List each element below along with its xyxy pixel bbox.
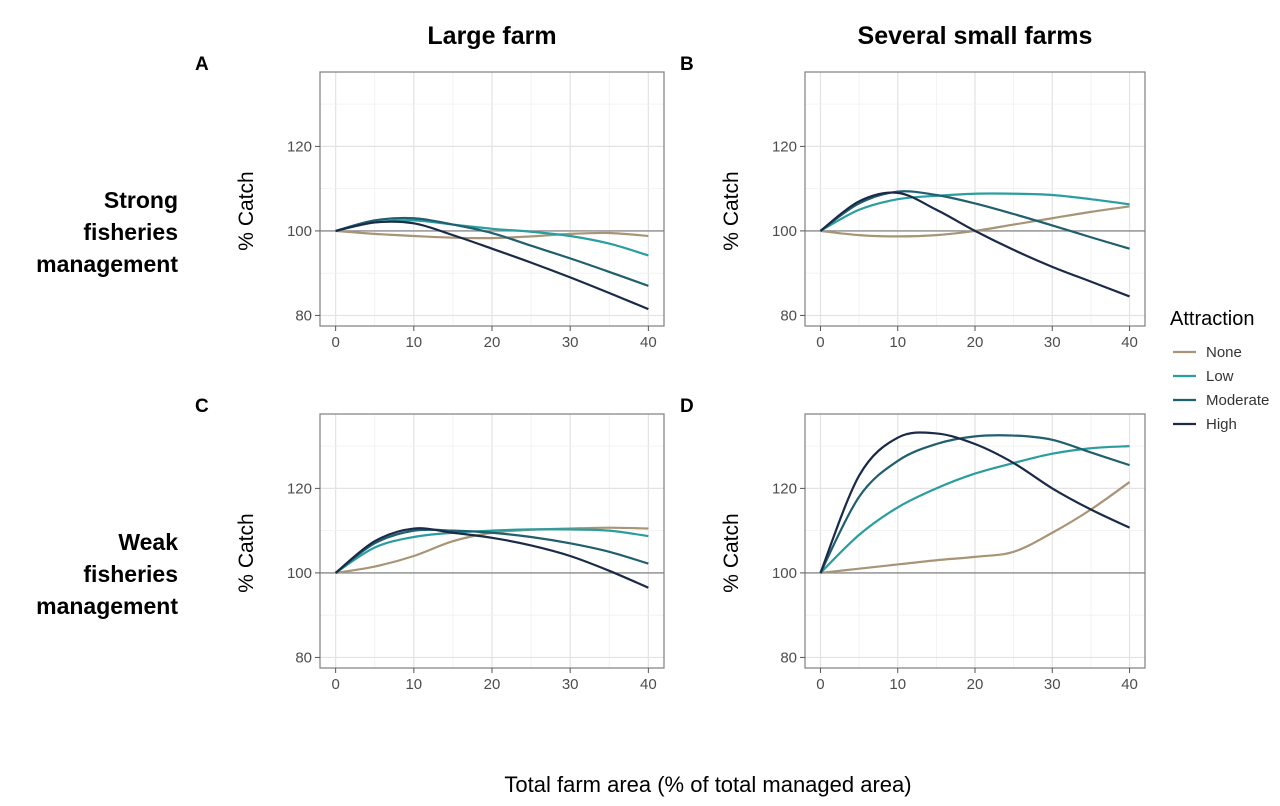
x-tick-label: 40 (1121, 334, 1138, 351)
x-tick-label: 30 (562, 334, 579, 351)
legend-label-low: Low (1206, 368, 1234, 385)
x-tick-label: 40 (1121, 676, 1138, 693)
svg-text:fisheries: fisheries (83, 219, 178, 245)
x-tick-label: 10 (889, 334, 906, 351)
legend-label-high: High (1206, 416, 1237, 433)
series-line-high (335, 220, 649, 311)
series-line-moderate (334, 528, 649, 574)
series-line-none (335, 229, 649, 240)
series-line-high (819, 191, 1130, 298)
x-tick-label: 0 (331, 334, 339, 351)
x-tick-label: 10 (405, 334, 422, 351)
legend-label-none: None (1206, 344, 1242, 361)
legend-label-moderate: Moderate (1206, 392, 1269, 409)
series-line-low (819, 192, 1130, 232)
x-tick-label: 30 (562, 676, 579, 693)
series-line-high (819, 431, 1131, 574)
x-tick-label: 20 (484, 676, 501, 693)
x-tick-label: 10 (889, 676, 906, 693)
panel-b: 0 10 20 30 40 80 100 120 % Catch B (680, 54, 1146, 351)
panel-a: 0 10 20 30 40 80 100 120 % Catch A (195, 54, 665, 351)
x-tick-label: 30 (1044, 676, 1061, 693)
y-axis-label: % Catch (235, 171, 258, 250)
panel-letter: B (680, 54, 694, 75)
panel-letter: C (195, 396, 209, 417)
series-line-high (334, 527, 649, 589)
x-tick-label: 10 (405, 676, 422, 693)
panel-letter: A (195, 54, 209, 75)
y-axis-label: % Catch (720, 171, 743, 250)
y-axis-label: % Catch (235, 513, 258, 592)
svg-text:Weak: Weak (118, 529, 178, 555)
panel-d: 0 10 20 30 40 80 100 120 % Catch D (680, 396, 1146, 693)
x-tick-label: 20 (484, 334, 501, 351)
y-tick-label: 120 (772, 138, 797, 155)
y-tick-label: 120 (772, 480, 797, 497)
y-tick-label: 120 (287, 480, 312, 497)
y-tick-label: 100 (287, 223, 312, 240)
svg-text:management: management (36, 251, 178, 277)
y-tick-label: 100 (772, 565, 797, 582)
x-tick-label: 40 (640, 676, 657, 693)
y-tick-label: 80 (780, 649, 797, 666)
y-tick-label: 80 (295, 649, 312, 666)
legend: Attraction None Low Moderate High (1170, 308, 1269, 433)
panel-letter: D (680, 396, 694, 417)
series-line-moderate (819, 190, 1130, 250)
series-line-low (335, 528, 649, 574)
row-title-weak: Weak fisheries management (36, 529, 178, 619)
x-tick-label: 20 (967, 676, 984, 693)
svg-text:Strong: Strong (104, 187, 178, 213)
panel-c: 0 10 20 30 40 80 100 120 % Catch C (195, 396, 665, 693)
svg-text:fisheries: fisheries (83, 561, 178, 587)
y-tick-label: 80 (780, 307, 797, 324)
column-title-small-farms: Several small farms (858, 22, 1093, 50)
x-tick-label: 20 (967, 334, 984, 351)
legend-title: Attraction (1170, 308, 1254, 330)
y-tick-label: 100 (772, 223, 797, 240)
x-tick-label: 0 (331, 676, 339, 693)
svg-text:management: management (36, 593, 178, 619)
series-line-moderate (819, 434, 1130, 574)
y-axis-label: % Catch (720, 513, 743, 592)
x-tick-label: 30 (1044, 334, 1061, 351)
column-title-large-farm: Large farm (427, 22, 556, 50)
x-tick-label: 0 (816, 676, 824, 693)
y-tick-label: 100 (287, 565, 312, 582)
x-tick-label: 0 (816, 334, 824, 351)
y-tick-label: 120 (287, 138, 312, 155)
x-tick-label: 40 (640, 334, 657, 351)
series-line-moderate (335, 216, 649, 287)
series-line-none (820, 481, 1131, 575)
y-tick-label: 80 (295, 307, 312, 324)
row-title-strong: Strong fisheries management (36, 187, 178, 277)
x-axis-label: Total farm area (% of total managed area… (504, 772, 911, 797)
